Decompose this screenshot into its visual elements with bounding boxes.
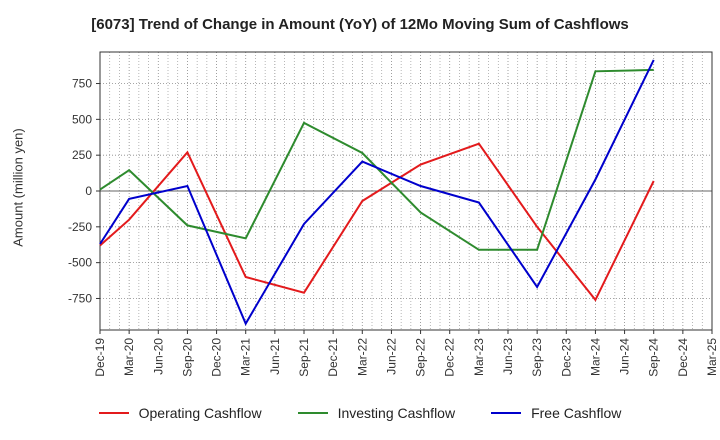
x-tick-label: Dec-21 [326, 338, 340, 377]
y-tick-label: 500 [72, 112, 92, 126]
x-tick-label: Mar-24 [588, 338, 602, 376]
y-tick-label: -250 [68, 220, 92, 234]
x-tick-label: Sep-24 [647, 338, 661, 377]
x-tick-label: Sep-21 [297, 338, 311, 377]
x-tick-label: Jun-20 [151, 338, 165, 375]
series-line-1 [99, 68, 654, 251]
legend: Operating Cashflow Investing Cashflow Fr… [0, 405, 720, 421]
x-tick-label: Jun-21 [268, 338, 282, 375]
x-tick-label: Dec-24 [676, 338, 690, 377]
legend-label-free: Free Cashflow [531, 405, 622, 421]
y-tick-label: -750 [68, 291, 92, 305]
x-tick-label: Sep-22 [414, 338, 428, 377]
x-tick-label: Dec-19 [93, 338, 107, 377]
legend-swatch-operating [98, 412, 129, 414]
y-tick-label: 0 [85, 184, 92, 198]
x-tick-label: Mar-23 [472, 338, 486, 376]
legend-item-investing: Investing Cashflow [297, 405, 456, 421]
chart-title: [6073] Trend of Change in Amount (YoY) o… [91, 16, 629, 33]
x-tick-label: Dec-20 [210, 338, 224, 377]
legend-swatch-free [491, 412, 522, 414]
x-tick-label: Jun-22 [384, 338, 398, 375]
legend-label-investing: Investing Cashflow [337, 405, 456, 421]
x-tick-label: Dec-23 [559, 338, 573, 377]
legend-item-operating: Operating Cashflow [98, 405, 262, 421]
x-tick-label: Sep-23 [530, 338, 544, 377]
series-line-2 [99, 59, 655, 326]
legend-item-free: Free Cashflow [491, 405, 621, 421]
x-tick-label: Mar-22 [355, 338, 369, 376]
x-tick-label: Sep-20 [180, 338, 194, 377]
x-tick-label: Jun-24 [618, 338, 632, 375]
x-tick-label: Mar-25 [705, 338, 719, 376]
x-tick-label: Jun-23 [501, 338, 515, 375]
x-tick-label: Dec-22 [443, 338, 457, 377]
legend-label-operating: Operating Cashflow [138, 405, 262, 421]
x-tick-label: Mar-20 [122, 338, 136, 376]
y-tick-label: 750 [72, 77, 92, 91]
x-tick-label: Mar-21 [239, 338, 253, 376]
y-tick-label: -500 [68, 256, 92, 270]
legend-swatch-investing [297, 412, 328, 414]
y-tick-label: 250 [72, 148, 92, 162]
